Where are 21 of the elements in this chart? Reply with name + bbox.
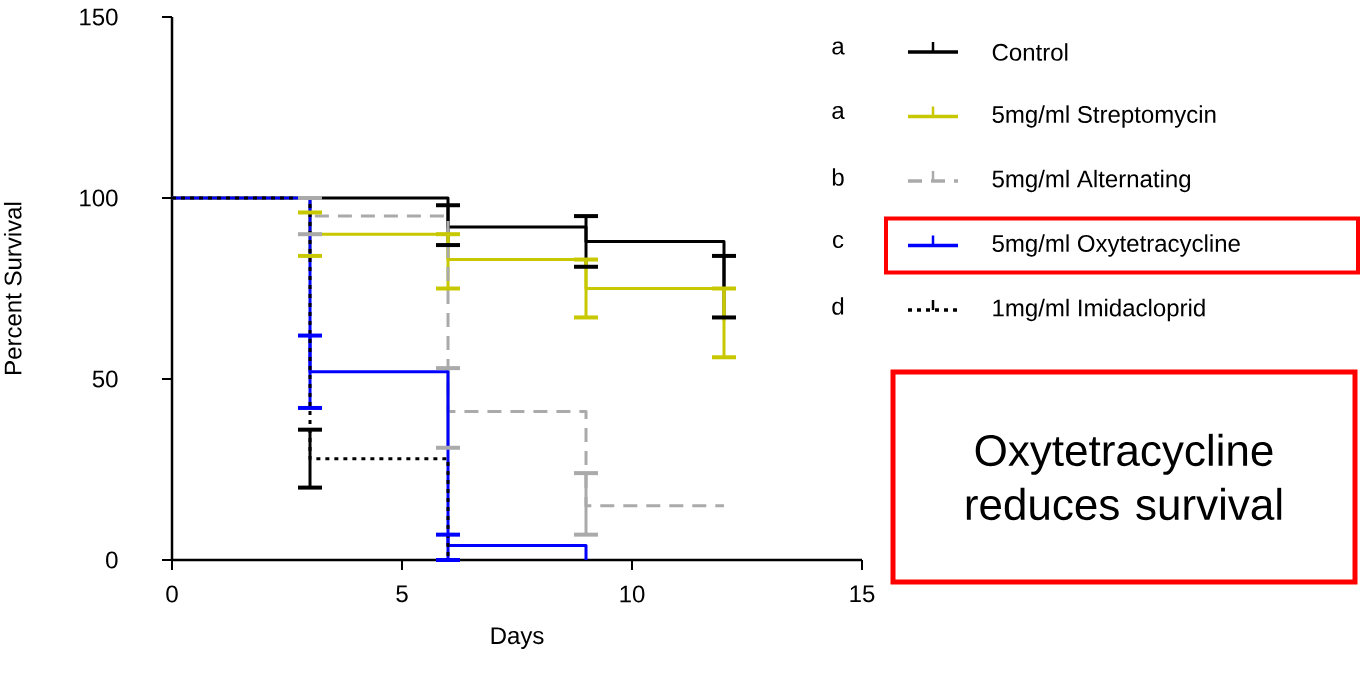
x-tick-label: 5 xyxy=(396,585,408,603)
y-tick-label: 50 xyxy=(92,370,118,388)
text: Oxytetracycline reduces survival xyxy=(966,433,1282,521)
x-tick-label: 10 xyxy=(620,585,645,603)
legend-label: 5mg/ml Alternating xyxy=(992,169,1191,193)
x-tick-label: 0 xyxy=(166,585,178,603)
legend-label: 5mg/ml Streptomycin xyxy=(992,105,1216,128)
annotation: a xyxy=(832,41,845,55)
annotation: b xyxy=(832,168,844,186)
y-tick-label: 150 xyxy=(80,8,118,26)
legend-label: 5mg/ml Oxytetracycline xyxy=(992,234,1240,257)
annotation: c xyxy=(833,234,844,249)
y-tick-label: 0 xyxy=(106,551,118,569)
x-tick-label: 15 xyxy=(850,585,875,603)
y-tick-label: 100 xyxy=(80,189,118,207)
annotation: d xyxy=(832,297,844,315)
y-axis-title: Percent Survival xyxy=(3,202,22,374)
x-axis-title: Days xyxy=(491,627,544,649)
legend-label: 1mg/ml Imidacloprid xyxy=(993,298,1205,322)
legend-label: Control xyxy=(992,43,1068,61)
annotation: a xyxy=(832,105,845,120)
